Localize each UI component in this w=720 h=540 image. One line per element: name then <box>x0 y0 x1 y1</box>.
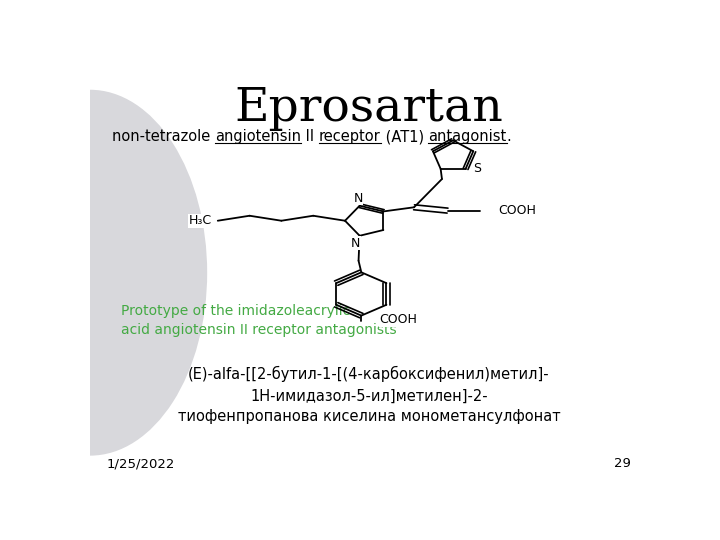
Text: .: . <box>507 129 511 144</box>
Text: 1/25/2022: 1/25/2022 <box>107 457 175 470</box>
Text: COOH: COOH <box>379 313 418 326</box>
Text: antagonist: antagonist <box>428 129 507 144</box>
Text: (AT1): (AT1) <box>381 129 428 144</box>
Text: Eprosartan: Eprosartan <box>235 85 503 131</box>
Text: II: II <box>301 129 319 144</box>
Text: N: N <box>351 237 360 249</box>
Text: (E)-alfa-[[2-бутил-1-[(4-карбоксифенил)метил]-
1H-имидазол-5-ил]метилен]-2-
тиоф: (E)-alfa-[[2-бутил-1-[(4-карбоксифенил)м… <box>178 366 560 424</box>
Ellipse shape <box>0 90 207 456</box>
Text: S: S <box>473 161 482 174</box>
Text: Prototype of the imidazoleacrylic
acid angiotensin II receptor antagonists: Prototype of the imidazoleacrylic acid a… <box>121 304 396 338</box>
Text: non-tetrazole: non-tetrazole <box>112 129 215 144</box>
Text: angiotensin: angiotensin <box>215 129 301 144</box>
Text: receptor: receptor <box>319 129 381 144</box>
Text: H₃C: H₃C <box>189 214 212 227</box>
Text: N: N <box>354 192 363 205</box>
Text: 29: 29 <box>614 457 631 470</box>
Text: COOH: COOH <box>498 204 536 217</box>
